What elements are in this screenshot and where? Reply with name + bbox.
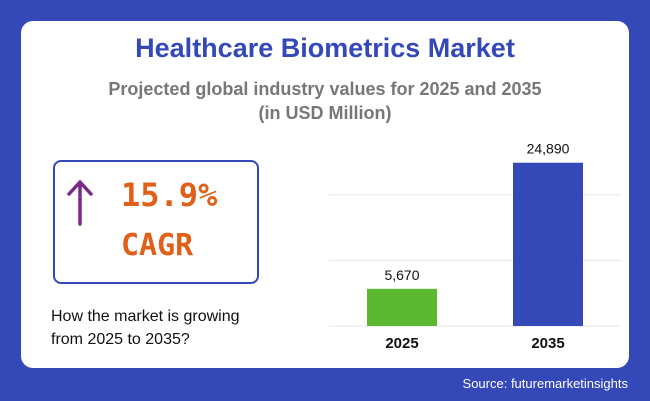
chart-subtitle: Projected global industry values for 202… bbox=[81, 77, 569, 125]
subtitle-line-1: Projected global industry values for 202… bbox=[108, 79, 542, 99]
arrow-up-icon bbox=[67, 180, 93, 226]
question-line-1: How the market is growing bbox=[51, 308, 240, 325]
chart-title: Healthcare Biometrics Market bbox=[135, 33, 515, 63]
source-note: Source: futuremarketinsights bbox=[462, 376, 628, 391]
data-label-2035: 24,890 bbox=[527, 141, 570, 157]
cagr-value: 15.9% bbox=[121, 176, 218, 214]
x-tick-label-2025: 2025 bbox=[385, 335, 418, 352]
question-line-2: from 2025 to 2035? bbox=[51, 331, 190, 348]
chart-card: Healthcare Biometrics Market Projected g… bbox=[21, 21, 629, 368]
cagr-box: 15.9% CAGR bbox=[53, 160, 259, 284]
bar-2035 bbox=[513, 162, 583, 326]
growth-question: How the market is growing from 2025 to 2… bbox=[51, 305, 281, 351]
data-label-2025: 5,670 bbox=[384, 267, 419, 283]
bar-chart: 5,670 2025 24,890 2035 bbox=[329, 141, 621, 352]
subtitle-line-2: (in USD Million) bbox=[258, 103, 392, 123]
bar-2025 bbox=[367, 288, 437, 326]
x-tick-label-2035: 2035 bbox=[531, 335, 564, 352]
cagr-label: CAGR bbox=[121, 228, 194, 263]
